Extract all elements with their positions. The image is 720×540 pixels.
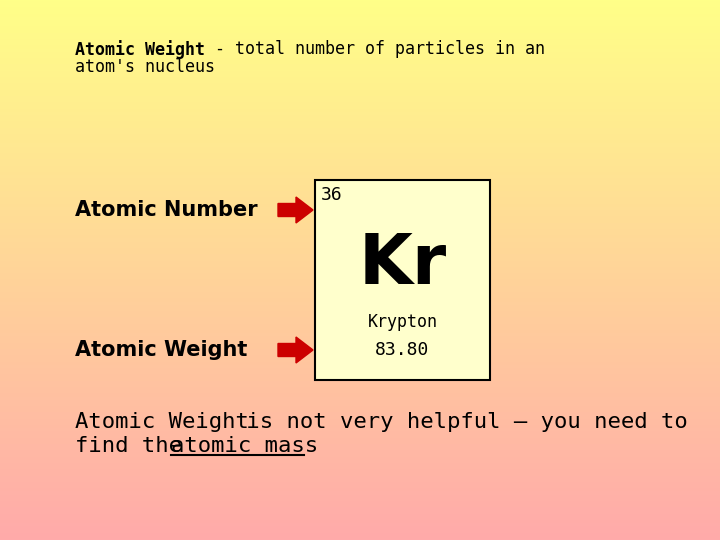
FancyArrow shape	[278, 197, 313, 223]
Text: Krypton: Krypton	[367, 313, 438, 331]
Text: atomic mass: atomic mass	[171, 436, 318, 456]
Text: Atomic Weight: Atomic Weight	[75, 340, 248, 360]
Text: 83.80: 83.80	[375, 341, 430, 359]
Text: Atomic Weight: Atomic Weight	[75, 40, 205, 59]
Text: Atomic Number: Atomic Number	[75, 200, 258, 220]
Text: is not very helpful – you need to: is not very helpful – you need to	[233, 412, 688, 432]
Text: find the: find the	[75, 436, 195, 456]
Text: 36: 36	[321, 186, 343, 204]
Text: Atomic Weight: Atomic Weight	[75, 412, 249, 432]
FancyArrow shape	[278, 337, 313, 363]
Text: atom's nucleus: atom's nucleus	[75, 58, 215, 76]
Text: - total number of particles in an: - total number of particles in an	[205, 40, 545, 58]
FancyBboxPatch shape	[315, 180, 490, 380]
Text: Kr: Kr	[359, 231, 446, 298]
